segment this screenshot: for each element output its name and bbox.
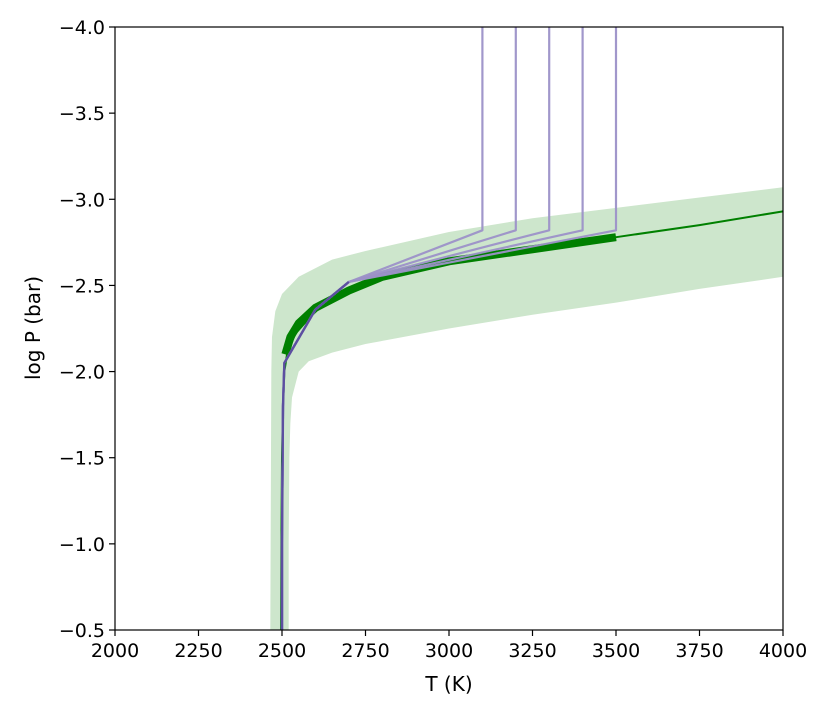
x-tick-label: 3000 [425, 640, 473, 662]
y-tick-label: −4.0 [59, 17, 105, 39]
x-axis-label: T (K) [424, 672, 472, 696]
profile-core-line [280, 281, 350, 630]
x-tick-label: 2750 [341, 640, 389, 662]
x-tick-label: 3750 [675, 640, 723, 662]
uncertainty-band [270, 187, 783, 630]
y-axis-label: log P (bar) [21, 276, 45, 380]
y-tick-label: −3.5 [59, 103, 105, 125]
x-tick-label: 2250 [174, 640, 222, 662]
y-tick-label: −1.5 [59, 448, 105, 470]
y-tick-label: −2.0 [59, 362, 105, 384]
plot-area [270, 27, 783, 630]
x-axis: 2000 2250 2500 2750 3000 3250 3500 3750 4000 [91, 630, 807, 662]
y-axis: −4.0 −3.5 −3.0 −2.5 −2.0 −1.5 −1.0 −0.5 [59, 17, 115, 642]
series-layer [270, 27, 783, 630]
x-tick-label: 3500 [592, 640, 640, 662]
y-tick-label: −1.0 [59, 534, 105, 556]
x-tick-label: 3250 [508, 640, 556, 662]
y-tick-label: −2.5 [59, 275, 105, 297]
thick-line [281, 233, 617, 356]
x-tick-label: 2000 [91, 640, 139, 662]
x-tick-label: 2500 [258, 640, 306, 662]
y-tick-label: −3.0 [59, 189, 105, 211]
x-tick-label: 4000 [759, 640, 807, 662]
y-tick-label: −0.5 [59, 620, 105, 642]
